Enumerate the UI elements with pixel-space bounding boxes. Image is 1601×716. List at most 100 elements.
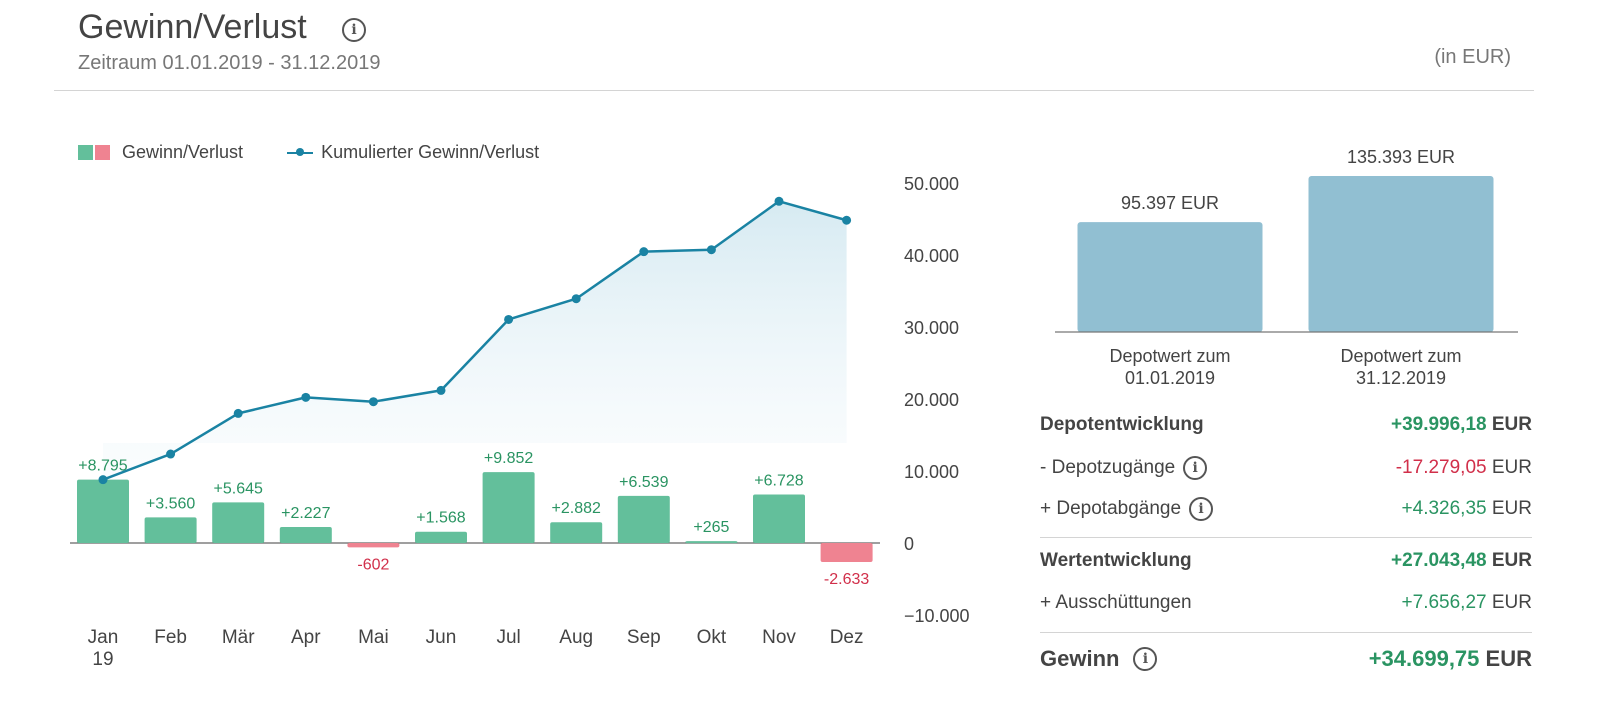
bar-dez — [820, 543, 873, 562]
bar-mär — [212, 502, 265, 543]
depot-bar-1 — [1077, 222, 1263, 332]
y-tick-label: 0 — [904, 534, 914, 554]
legend-swatch-negative — [95, 145, 110, 160]
info-icon[interactable]: i — [342, 18, 366, 42]
bar-nov — [753, 494, 805, 543]
bar-jul — [482, 472, 535, 543]
period-start: 01.01.2019 — [162, 52, 263, 74]
x-tick-label: Jan — [88, 627, 119, 648]
bar-okt — [685, 541, 738, 544]
depot-category-date: 01.01.2019 — [1125, 368, 1215, 388]
depotentwicklung-value: +39.996,18 — [1390, 414, 1487, 435]
depotentwicklung-label: Depotentwicklung — [1040, 414, 1204, 435]
gewinn-label: Gewinn — [1040, 646, 1120, 671]
bar-value-label: +2.227 — [281, 505, 330, 522]
bar-value-label: +6.728 — [754, 473, 803, 490]
depot-bar-2 — [1308, 176, 1494, 332]
currency: EUR — [1491, 550, 1532, 571]
x-tick-label: Aug — [559, 627, 593, 648]
x-tick-label: Jul — [496, 627, 520, 648]
legend-swatch-positive — [78, 145, 93, 160]
x-tick-label: Sep — [627, 627, 661, 648]
summary-row-depotentwicklung: Depotentwicklung +39.996,18 EUR — [1040, 414, 1532, 436]
y-tick-label: 40.000 — [904, 246, 959, 266]
bar-jan — [77, 479, 129, 543]
currency-unit: (in EUR) — [1434, 46, 1511, 68]
cumulative-point — [842, 215, 852, 225]
depotabgaenge-label-group: + Depotabgänge i — [1040, 497, 1214, 521]
info-icon[interactable]: i — [1183, 456, 1208, 480]
gewinn-value: +34.699,75 — [1368, 646, 1480, 671]
legend-item-bars[interactable]: Gewinn/Verlust — [78, 142, 243, 163]
summary-row-gewinn: Gewinn i +34.699,75 EUR — [1040, 646, 1532, 672]
cumulative-point — [98, 475, 108, 485]
y-tick-label: 10.000 — [904, 462, 959, 482]
x-tick-label: Jun — [426, 627, 457, 648]
cumulative-area — [103, 201, 847, 480]
bar-apr — [279, 526, 332, 543]
bar-value-label: +1.568 — [416, 510, 465, 527]
ausschuettungen-value-group: +7.656,27 EUR — [1402, 592, 1532, 614]
x-tick-label: Apr — [291, 627, 321, 648]
cumulative-line — [102, 200, 847, 481]
summary-divider — [1040, 537, 1532, 538]
period-end: 31.12.2019 — [280, 52, 381, 74]
x-tick-label: Nov — [762, 627, 796, 648]
bar-feb — [144, 517, 197, 543]
depot-category-date: 31.12.2019 — [1356, 368, 1446, 388]
bar-value-label: -2.633 — [824, 571, 869, 588]
currency: EUR — [1491, 414, 1532, 435]
cumulative-point — [166, 449, 176, 459]
gewinn-value-group: +34.699,75 EUR — [1369, 646, 1532, 672]
depotentwicklung-value-group: +39.996,18 EUR — [1391, 414, 1532, 436]
y-tick-label: 30.000 — [904, 318, 959, 338]
period-separator: - — [268, 52, 275, 74]
bar-value-label: +2.882 — [552, 500, 601, 517]
x-tick-label: Okt — [697, 627, 727, 648]
x-tick-label: Feb — [154, 627, 187, 648]
depotzugaenge-value-group: -17.279,05 EUR — [1396, 457, 1532, 479]
bar-value-label: +6.539 — [619, 474, 668, 491]
gewinn-label-group: Gewinn i — [1040, 646, 1158, 672]
summary-row-depotzugaenge: - Depotzugänge i -17.279,05 EUR — [1040, 456, 1532, 480]
cumulative-point — [571, 294, 581, 304]
summary-table: Depotentwicklung +39.996,18 EUR - Depotz… — [1040, 410, 1532, 700]
summary-row-wertentwicklung: Wertentwicklung +27.043,48 EUR — [1040, 550, 1532, 572]
depotzugaenge-label-group: - Depotzugänge i — [1040, 456, 1208, 480]
bar-mai — [347, 543, 400, 548]
bar-value-label: +9.852 — [484, 450, 533, 467]
summary-divider — [1040, 632, 1532, 633]
currency: EUR — [1491, 457, 1532, 478]
bar-value-label: -602 — [357, 556, 389, 573]
depotabgaenge-value-group: +4.326,35 EUR — [1402, 498, 1532, 520]
x-tick-label: Mär — [222, 627, 255, 648]
info-icon[interactable]: i — [1133, 647, 1158, 671]
legend-label-bars: Gewinn/Verlust — [122, 142, 244, 162]
bar-sep — [617, 495, 670, 543]
chart-legend: Gewinn/Verlust Kumulierter Gewinn/Verlus… — [78, 142, 583, 163]
legend-item-line[interactable]: Kumulierter Gewinn/Verlust — [287, 142, 539, 163]
depot-category-label: Depotwert zum — [1109, 346, 1230, 366]
period-label: Zeitraum — [78, 52, 157, 74]
depot-value-label: 135.393 EUR — [1347, 147, 1455, 167]
period-text: Zeitraum 01.01.2019 - 31.12.2019 — [78, 52, 380, 75]
x-tick-label: Dez — [830, 627, 864, 648]
cumulative-point — [639, 247, 649, 257]
header-divider — [54, 90, 1534, 91]
bar-value-label: +3.560 — [146, 495, 195, 512]
cumulative-point — [368, 397, 378, 407]
bar-jun — [415, 531, 467, 543]
wertentwicklung-value-group: +27.043,48 EUR — [1391, 550, 1532, 572]
wertentwicklung-label: Wertentwicklung — [1040, 550, 1192, 571]
legend-swatch-line — [287, 145, 314, 160]
cumulative-point — [301, 392, 311, 402]
currency: EUR — [1485, 646, 1532, 671]
bar-value-label: +265 — [693, 519, 729, 536]
depot-value-label: 95.397 EUR — [1121, 193, 1219, 213]
depotabgaenge-value: +4.326,35 — [1401, 498, 1487, 519]
cumulative-point — [436, 385, 446, 395]
ausschuettungen-label: + Ausschüttungen — [1040, 592, 1192, 613]
summary-row-ausschuettungen: + Ausschüttungen +7.656,27 EUR — [1040, 592, 1532, 614]
info-icon[interactable]: i — [1189, 497, 1214, 521]
